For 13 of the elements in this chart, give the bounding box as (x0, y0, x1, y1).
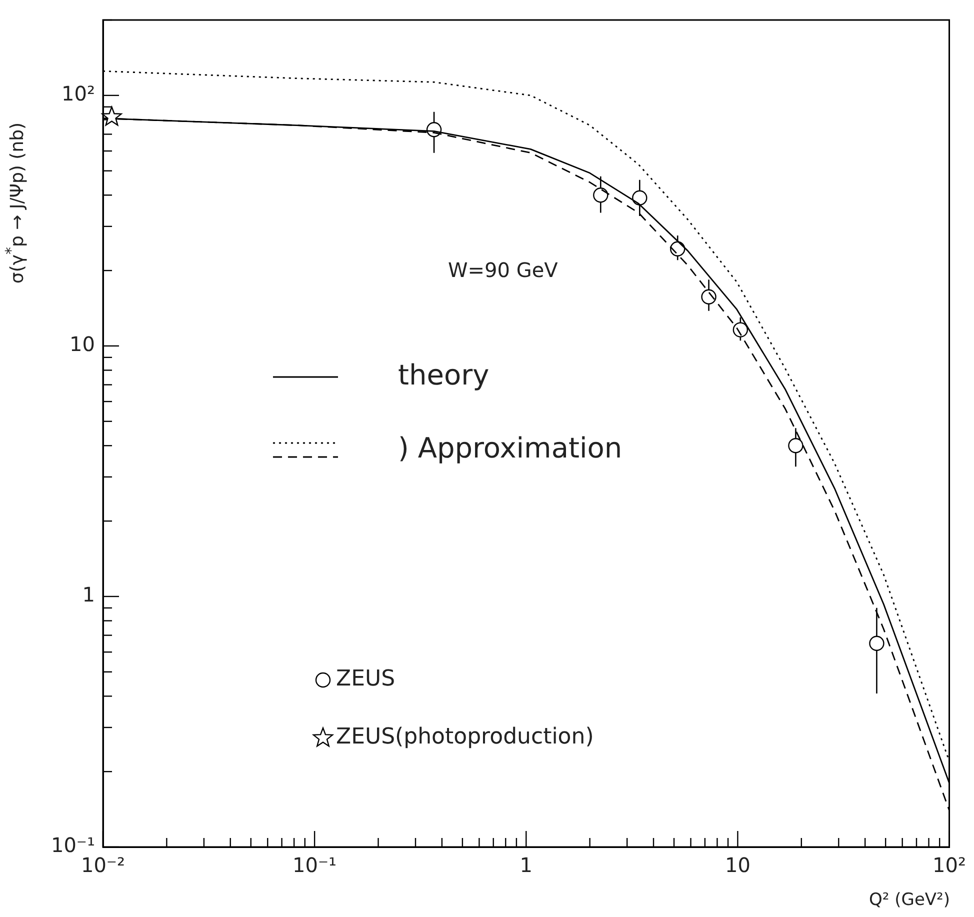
x-tick-label: 1 (520, 853, 532, 878)
annotation: W=90 GeV (448, 258, 558, 282)
x-tick-label: 10 (724, 853, 750, 878)
legend-label: ) Approximation (398, 431, 622, 464)
y-tick-label: 10² (62, 82, 95, 106)
legend-label: ZEUS(photoproduction) (336, 724, 594, 750)
y-tick-label: 10 (70, 332, 95, 356)
x-tick-label: 10⁻¹ (292, 853, 337, 878)
legend-label: theory (398, 358, 490, 392)
legend-label: ZEUS (336, 666, 396, 692)
x-tick-label: 10² (932, 853, 966, 878)
x-axis-title: Q² (GeV²) (869, 890, 950, 910)
y-tick-label: 1 (82, 582, 95, 607)
